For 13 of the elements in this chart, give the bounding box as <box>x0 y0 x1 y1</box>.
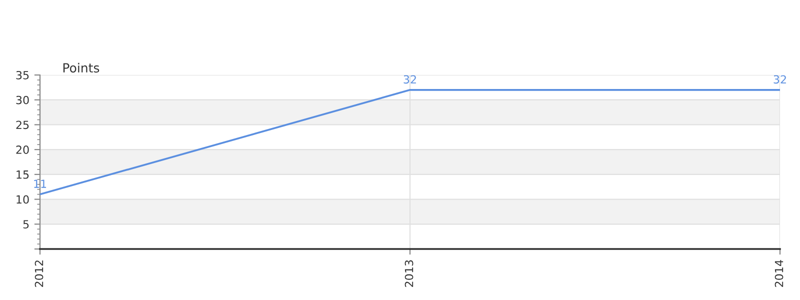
y-tick-label: 35 <box>16 70 29 80</box>
x-tick-label: 2012 <box>34 260 44 287</box>
data-label: 32 <box>774 75 786 84</box>
y-axis-title: Points <box>63 62 100 73</box>
y-tick-label: 20 <box>16 146 29 154</box>
y-tick-label: 30 <box>16 96 29 104</box>
x-tick-label: 2014 <box>774 260 784 287</box>
y-tick-label: 25 <box>16 120 29 130</box>
data-label: 32 <box>404 75 416 84</box>
x-tick-label: 2013 <box>404 260 414 287</box>
y-tick-label: 15 <box>16 170 29 179</box>
y-tick-label: 5 <box>23 220 29 229</box>
y-tick-label: 10 <box>16 195 29 204</box>
